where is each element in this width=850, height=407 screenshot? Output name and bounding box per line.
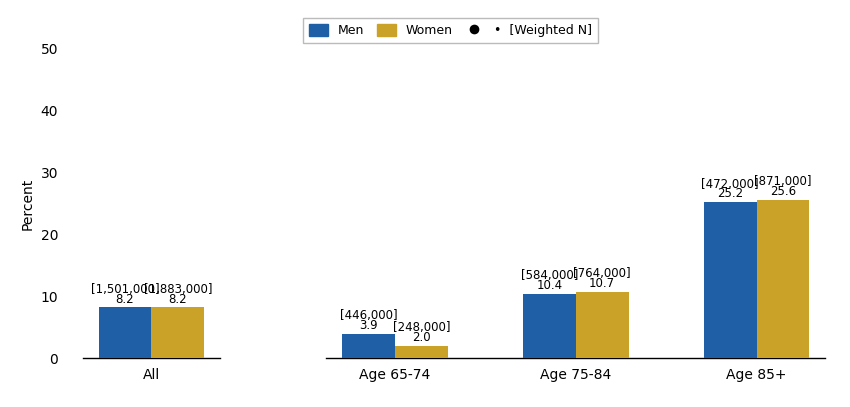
Y-axis label: Percent: Percent — [21, 177, 35, 230]
Bar — [395, 346, 448, 358]
Bar — [342, 334, 395, 358]
Text: 3.9: 3.9 — [359, 319, 377, 332]
Text: [1,501,000]: [1,501,000] — [91, 283, 159, 295]
Legend: Men, Women, •  [Weighted N]: Men, Women, • [Weighted N] — [303, 18, 598, 44]
Text: 8.2: 8.2 — [168, 293, 187, 306]
Text: [871,000]: [871,000] — [754, 175, 812, 188]
Text: 2.0: 2.0 — [412, 331, 431, 344]
Text: [248,000]: [248,000] — [393, 321, 450, 334]
Text: [472,000]: [472,000] — [701, 177, 759, 190]
Text: 25.2: 25.2 — [717, 187, 743, 200]
Bar — [704, 202, 756, 358]
Bar — [575, 292, 628, 358]
Text: [446,000]: [446,000] — [340, 309, 397, 322]
Text: 25.6: 25.6 — [770, 185, 796, 198]
Bar — [756, 200, 809, 358]
Text: 8.2: 8.2 — [116, 293, 134, 306]
Bar — [151, 307, 204, 358]
Text: [764,000]: [764,000] — [573, 267, 631, 280]
Text: [1,883,000]: [1,883,000] — [144, 283, 212, 295]
Bar — [99, 307, 151, 358]
Text: 10.4: 10.4 — [536, 279, 563, 292]
Text: 10.7: 10.7 — [589, 277, 615, 290]
Text: [584,000]: [584,000] — [520, 269, 578, 282]
Bar — [523, 294, 575, 358]
